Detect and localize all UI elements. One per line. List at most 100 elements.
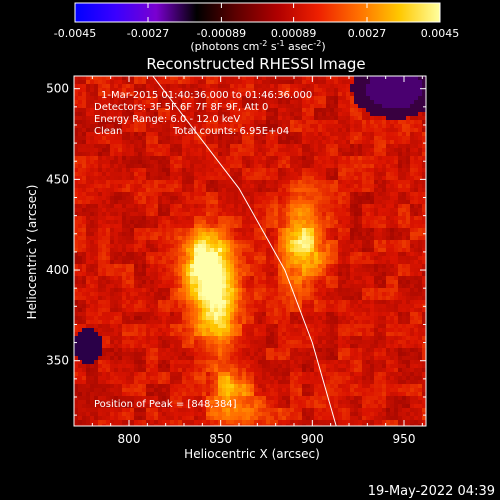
heatmap-cell bbox=[142, 272, 146, 276]
heatmap-cell bbox=[134, 268, 138, 272]
heatmap-cell bbox=[82, 84, 86, 88]
heatmap-cell bbox=[82, 152, 86, 156]
heatmap-cell bbox=[94, 248, 98, 252]
heatmap-cell bbox=[390, 144, 394, 148]
heatmap-cell bbox=[158, 96, 162, 100]
heatmap-cell bbox=[354, 292, 358, 296]
heatmap-cell bbox=[278, 228, 282, 232]
heatmap-cell bbox=[210, 256, 214, 260]
heatmap-cell bbox=[158, 76, 162, 80]
heatmap-cell bbox=[298, 188, 302, 192]
heatmap-cell bbox=[298, 112, 302, 116]
heatmap-cell bbox=[318, 264, 322, 268]
heatmap-cell bbox=[390, 264, 394, 268]
heatmap-cell bbox=[226, 268, 230, 272]
heatmap-cell bbox=[290, 204, 294, 208]
heatmap-cell bbox=[386, 84, 390, 88]
heatmap-cell bbox=[418, 160, 422, 164]
heatmap-cell bbox=[274, 288, 278, 292]
heatmap-cell bbox=[286, 128, 290, 132]
heatmap-cell bbox=[138, 224, 142, 228]
heatmap-cell bbox=[318, 116, 322, 120]
heatmap-cell bbox=[218, 140, 222, 144]
heatmap-cell bbox=[122, 184, 126, 188]
heatmap-cell bbox=[422, 200, 426, 204]
heatmap-cell bbox=[162, 136, 166, 140]
heatmap-cell bbox=[230, 80, 234, 84]
heatmap-cell bbox=[274, 196, 278, 200]
heatmap-cell bbox=[254, 124, 258, 128]
heatmap-cell bbox=[282, 160, 286, 164]
heatmap-cell bbox=[94, 252, 98, 256]
heatmap-cell bbox=[354, 264, 358, 268]
heatmap-cell bbox=[114, 276, 118, 280]
heatmap-cell bbox=[334, 204, 338, 208]
heatmap-cell bbox=[102, 112, 106, 116]
heatmap-cell bbox=[170, 156, 174, 160]
heatmap-cell bbox=[398, 84, 402, 88]
heatmap-cell bbox=[174, 260, 178, 264]
heatmap-cell bbox=[126, 292, 130, 296]
heatmap-cell bbox=[222, 80, 226, 84]
heatmap-cell bbox=[382, 100, 386, 104]
heatmap-cell bbox=[310, 88, 314, 92]
heatmap-cell bbox=[206, 268, 210, 272]
heatmap-cell bbox=[138, 108, 142, 112]
heatmap-cell bbox=[282, 88, 286, 92]
heatmap-cell bbox=[414, 192, 418, 196]
heatmap-cell bbox=[126, 180, 130, 184]
heatmap-cell bbox=[314, 84, 318, 88]
heatmap-cell bbox=[294, 144, 298, 148]
heatmap-cell bbox=[226, 132, 230, 136]
heatmap-cell bbox=[390, 156, 394, 160]
heatmap-cell bbox=[402, 128, 406, 132]
heatmap-cell bbox=[258, 128, 262, 132]
heatmap-cell bbox=[194, 268, 198, 272]
heatmap-cell bbox=[122, 112, 126, 116]
heatmap-cell bbox=[358, 204, 362, 208]
heatmap-cell bbox=[270, 84, 274, 88]
heatmap-cell bbox=[134, 120, 138, 124]
heatmap-cell bbox=[154, 276, 158, 280]
heatmap-cell bbox=[174, 136, 178, 140]
heatmap-cell bbox=[382, 212, 386, 216]
heatmap-cell bbox=[218, 208, 222, 212]
heatmap-cell bbox=[278, 276, 282, 280]
heatmap-cell bbox=[306, 140, 310, 144]
heatmap-cell bbox=[374, 76, 378, 80]
heatmap-cell bbox=[258, 144, 262, 148]
heatmap-cell bbox=[354, 216, 358, 220]
heatmap-cell bbox=[254, 144, 258, 148]
heatmap-cell bbox=[114, 264, 118, 268]
heatmap-cell bbox=[214, 264, 218, 268]
heatmap-cell bbox=[234, 160, 238, 164]
heatmap-cell bbox=[210, 208, 214, 212]
heatmap-cell bbox=[174, 236, 178, 240]
heatmap-cell bbox=[118, 264, 122, 268]
heatmap-cell bbox=[414, 256, 418, 260]
heatmap-cell bbox=[382, 256, 386, 260]
heatmap-cell bbox=[262, 180, 266, 184]
heatmap-cell bbox=[422, 192, 426, 196]
heatmap-cell bbox=[130, 248, 134, 252]
heatmap-cell bbox=[422, 236, 426, 240]
heatmap-cell bbox=[174, 160, 178, 164]
heatmap-cell bbox=[358, 136, 362, 140]
heatmap-cell bbox=[74, 192, 78, 196]
heatmap-cell bbox=[218, 228, 222, 232]
heatmap-cell bbox=[154, 268, 158, 272]
heatmap-cell bbox=[334, 100, 338, 104]
heatmap-cell bbox=[282, 248, 286, 252]
heatmap-cell bbox=[226, 136, 230, 140]
heatmap-cell bbox=[310, 92, 314, 96]
heatmap-cell bbox=[102, 216, 106, 220]
heatmap-cell bbox=[150, 76, 154, 80]
heatmap-cell bbox=[394, 140, 398, 144]
heatmap-cell bbox=[246, 224, 250, 228]
heatmap-cell bbox=[166, 196, 170, 200]
heatmap-cell bbox=[154, 144, 158, 148]
heatmap-cell bbox=[362, 240, 366, 244]
heatmap-cell bbox=[346, 292, 350, 296]
heatmap-cell bbox=[390, 276, 394, 280]
heatmap-cell bbox=[422, 288, 426, 292]
